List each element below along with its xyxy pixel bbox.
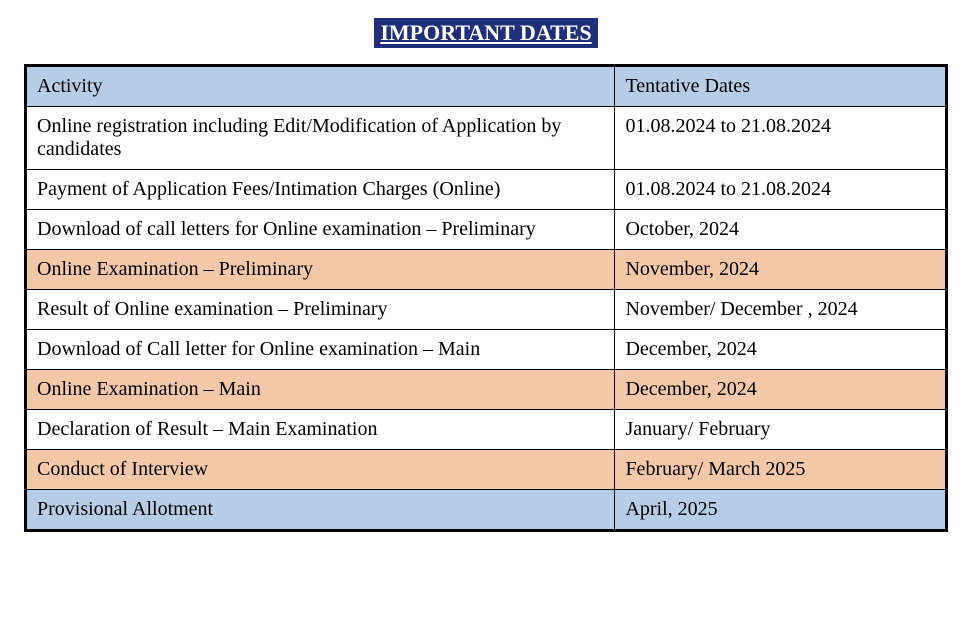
table-row: Download of call letters for Online exam… bbox=[26, 210, 947, 250]
table-body: Online registration including Edit/Modif… bbox=[26, 107, 947, 531]
cell-dates: January/ February bbox=[615, 410, 947, 450]
cell-activity: Download of Call letter for Online exami… bbox=[26, 330, 615, 370]
cell-dates: April, 2025 bbox=[615, 490, 947, 531]
cell-dates: December, 2024 bbox=[615, 330, 947, 370]
table-row: Conduct of InterviewFebruary/ March 2025 bbox=[26, 450, 947, 490]
column-header-activity: Activity bbox=[26, 66, 615, 107]
cell-activity: Online Examination – Preliminary bbox=[26, 250, 615, 290]
table-row: Online Examination – MainDecember, 2024 bbox=[26, 370, 947, 410]
cell-dates: 01.08.2024 to 21.08.2024 bbox=[615, 170, 947, 210]
title-container: IMPORTANT DATES bbox=[24, 18, 948, 48]
important-dates-table: Activity Tentative Dates Online registra… bbox=[24, 64, 948, 532]
cell-dates: November/ December , 2024 bbox=[615, 290, 947, 330]
table-row: Online registration including Edit/Modif… bbox=[26, 107, 947, 170]
cell-activity: Conduct of Interview bbox=[26, 450, 615, 490]
table-row: Download of Call letter for Online exami… bbox=[26, 330, 947, 370]
page-title: IMPORTANT DATES bbox=[374, 18, 597, 48]
cell-dates: February/ March 2025 bbox=[615, 450, 947, 490]
table-row: Result of Online examination – Prelimina… bbox=[26, 290, 947, 330]
table-row: Provisional AllotmentApril, 2025 bbox=[26, 490, 947, 531]
cell-activity: Download of call letters for Online exam… bbox=[26, 210, 615, 250]
cell-activity: Result of Online examination – Prelimina… bbox=[26, 290, 615, 330]
table-row: Payment of Application Fees/Intimation C… bbox=[26, 170, 947, 210]
table-row: Online Examination – PreliminaryNovember… bbox=[26, 250, 947, 290]
cell-dates: November, 2024 bbox=[615, 250, 947, 290]
column-header-dates: Tentative Dates bbox=[615, 66, 947, 107]
cell-activity: Online registration including Edit/Modif… bbox=[26, 107, 615, 170]
table-header-row: Activity Tentative Dates bbox=[26, 66, 947, 107]
cell-activity: Provisional Allotment bbox=[26, 490, 615, 531]
table-row: Declaration of Result – Main Examination… bbox=[26, 410, 947, 450]
cell-activity: Online Examination – Main bbox=[26, 370, 615, 410]
cell-activity: Declaration of Result – Main Examination bbox=[26, 410, 615, 450]
cell-dates: October, 2024 bbox=[615, 210, 947, 250]
cell-activity: Payment of Application Fees/Intimation C… bbox=[26, 170, 615, 210]
cell-dates: December, 2024 bbox=[615, 370, 947, 410]
cell-dates: 01.08.2024 to 21.08.2024 bbox=[615, 107, 947, 170]
